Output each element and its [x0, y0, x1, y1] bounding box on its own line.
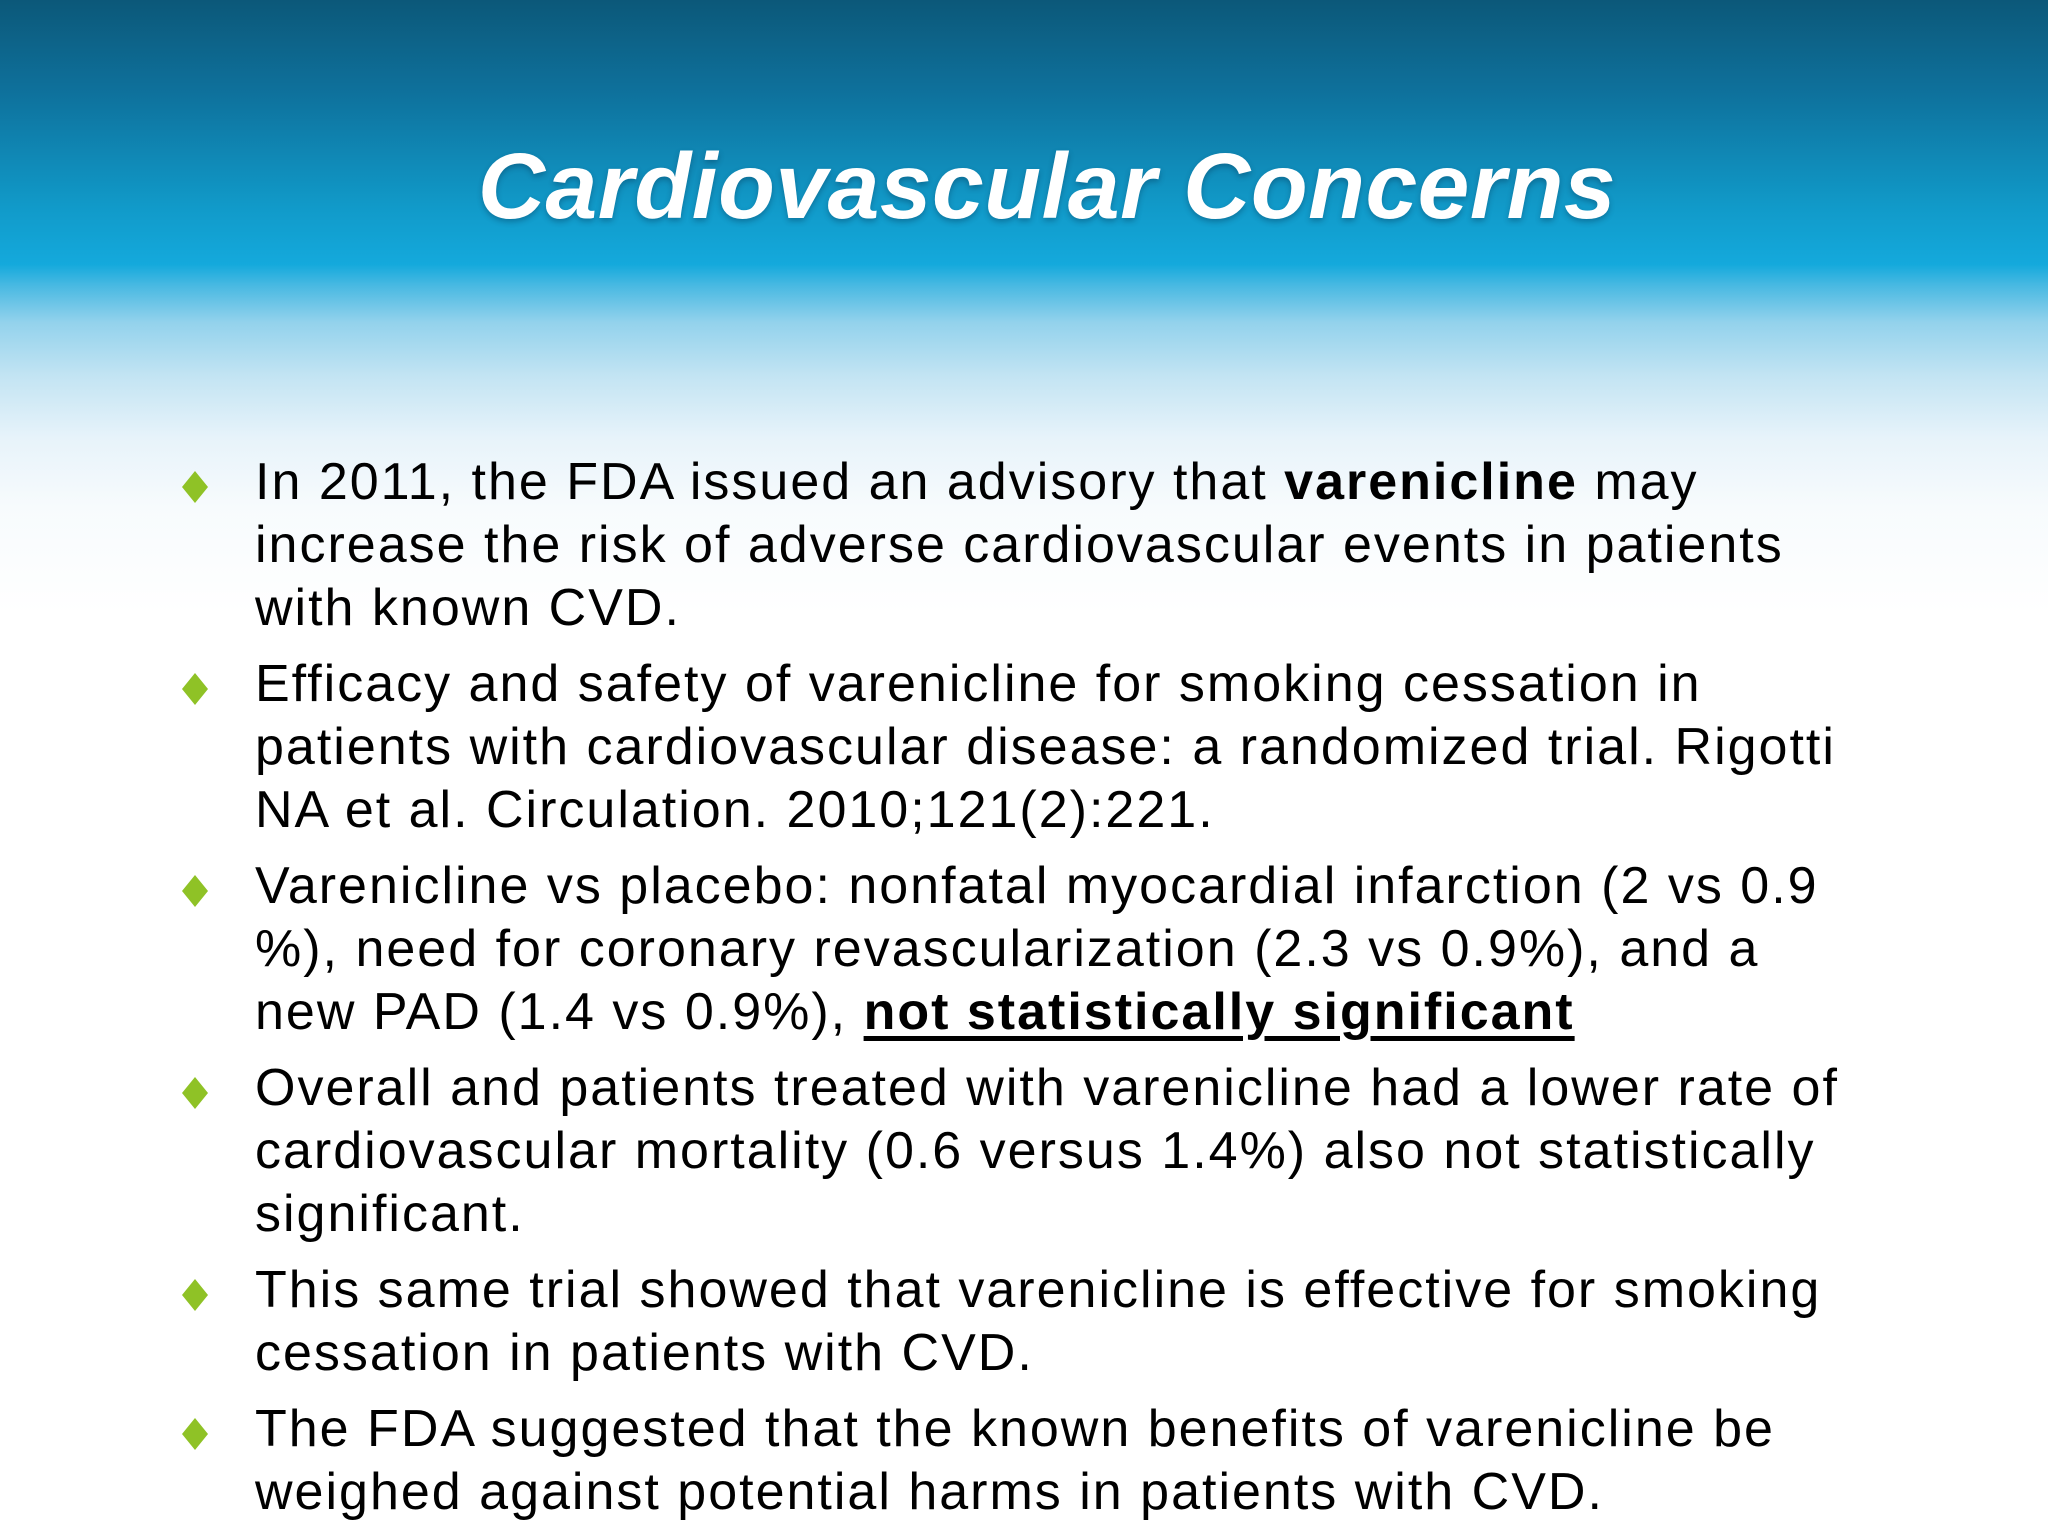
- bullet-text: Overall and patients treated with vareni…: [255, 1059, 1839, 1243]
- diamond-bullet-icon: [182, 1279, 208, 1311]
- bullet-text: Efficacy and safety of varenicline for s…: [255, 655, 1836, 839]
- list-item: Overall and patients treated with vareni…: [178, 1057, 1855, 1246]
- list-item: This same trial showed that varenicline …: [178, 1259, 1855, 1385]
- list-item: In 2011, the FDA issued an advisory that…: [178, 451, 1855, 640]
- list-item: The FDA suggested that the known benefit…: [178, 1398, 1855, 1524]
- diamond-bullet-icon: [182, 1418, 208, 1450]
- diamond-bullet-icon: [182, 673, 208, 705]
- list-item: Varenicline vs placebo: nonfatal myocard…: [178, 855, 1855, 1044]
- bullet-text: In 2011, the FDA issued an advisory that…: [255, 453, 1784, 637]
- bullet-list: In 2011, the FDA issued an advisory that…: [178, 451, 1855, 1536]
- bullet-text: Varenicline vs placebo: nonfatal myocard…: [255, 857, 1819, 1041]
- diamond-bullet-icon: [182, 875, 208, 907]
- diamond-bullet-icon: [182, 471, 208, 503]
- bullet-text: The FDA suggested that the known benefit…: [255, 1400, 1775, 1521]
- bullet-text: This same trial showed that varenicline …: [255, 1261, 1822, 1382]
- diamond-bullet-icon: [182, 1077, 208, 1109]
- list-item: Efficacy and safety of varenicline for s…: [178, 653, 1855, 842]
- slide-title: Cardiovascular Concerns: [477, 134, 1617, 238]
